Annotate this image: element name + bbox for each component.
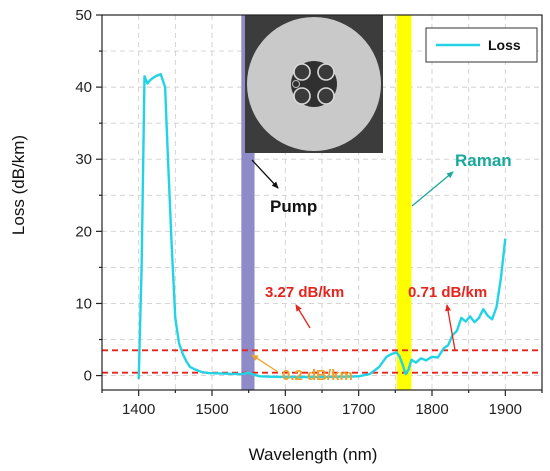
y-tick-label: 20 bbox=[75, 223, 92, 240]
reference-lines bbox=[102, 349, 542, 374]
fiber-cross-section-image bbox=[245, 15, 383, 153]
annotation-pump: Pump bbox=[270, 197, 317, 216]
x-axis-ticks: 1400 1500 1600 1700 1800 1900 bbox=[101, 390, 543, 418]
arrow-3-27 bbox=[295, 304, 311, 329]
series-line-loss bbox=[137, 72, 507, 380]
x-axis-label: Wavelength (nm) bbox=[249, 445, 378, 464]
annotation-3-27: 3.27 dB/km bbox=[265, 284, 344, 301]
capillary-2 bbox=[317, 63, 335, 81]
x-tick-label: 1800 bbox=[415, 401, 448, 418]
x-tick-label: 1600 bbox=[269, 401, 302, 418]
annotation-0-71: 0.71 dB/km bbox=[408, 284, 487, 301]
annotation-arrows bbox=[251, 159, 456, 373]
annotation-0-2: 0.2 dB/km bbox=[282, 367, 353, 384]
arrow-raman bbox=[411, 171, 454, 207]
capillary-1 bbox=[293, 63, 311, 81]
y-axis-label: Loss (dB/km) bbox=[9, 135, 28, 235]
arrow-pump bbox=[251, 159, 279, 189]
arrow-0-2 bbox=[251, 354, 279, 373]
y-axis-ticks: 0 10 20 30 40 50 bbox=[75, 7, 102, 385]
y-tick-label: 40 bbox=[75, 79, 92, 96]
annotation-raman: Raman bbox=[455, 151, 512, 170]
legend-label-loss: Loss bbox=[488, 37, 521, 53]
capillary-3 bbox=[293, 87, 311, 105]
y-tick-label: 30 bbox=[75, 151, 92, 168]
x-tick-label: 1500 bbox=[195, 401, 228, 418]
x-tick-label: 1900 bbox=[489, 401, 522, 418]
band-raman bbox=[396, 15, 412, 390]
x-tick-label: 1700 bbox=[342, 401, 375, 418]
capillary-5 bbox=[292, 80, 300, 88]
y-tick-label: 50 bbox=[75, 7, 92, 24]
y-tick-label: 0 bbox=[84, 368, 92, 385]
arrow-0-71 bbox=[445, 304, 456, 351]
x-tick-label: 1400 bbox=[122, 401, 155, 418]
capillary-4 bbox=[317, 87, 335, 105]
legend: Loss bbox=[425, 27, 538, 63]
annotations: 3.27 dB/km 0.71 dB/km 0.2 dB/km Pump Ram… bbox=[251, 151, 512, 384]
y-tick-label: 10 bbox=[75, 295, 92, 312]
